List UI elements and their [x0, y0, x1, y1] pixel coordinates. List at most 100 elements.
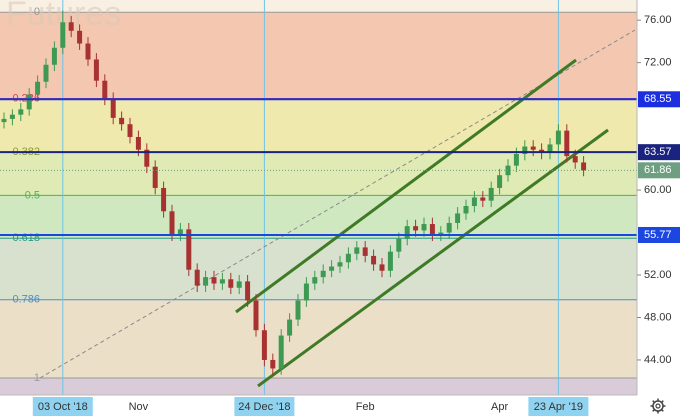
candle-body: [102, 80, 108, 99]
channel-lower: [257, 128, 609, 388]
candle-body: [438, 232, 444, 235]
date-marker-box: [528, 397, 589, 416]
candle-body: [581, 162, 587, 171]
settings-icon[interactable]: [650, 398, 666, 414]
candle-body: [564, 130, 570, 157]
candle-body: [51, 47, 57, 65]
candle-body: [429, 224, 435, 235]
candle-body: [329, 266, 335, 271]
candle-body: [236, 281, 242, 288]
price-level-label: 55.77: [644, 229, 672, 241]
x-tick-label: Feb: [356, 401, 375, 413]
x-tick-label: 23 Apr '19: [534, 401, 583, 413]
candle-body: [26, 94, 32, 110]
fib-zone: [0, 299, 637, 379]
candle-body: [320, 270, 326, 278]
candle-body: [497, 175, 503, 188]
date-marker-box: [234, 397, 295, 416]
fib-zone: [0, 195, 637, 239]
candle-body: [152, 166, 158, 188]
candle-body: [278, 335, 284, 369]
candle-body: [547, 144, 553, 153]
candle-body: [43, 64, 49, 82]
channel-upper: [235, 58, 577, 314]
candle-body: [35, 81, 41, 95]
candle-body: [228, 279, 234, 288]
candle-body: [219, 279, 225, 284]
candle-body: [488, 187, 494, 201]
candle-body: [144, 149, 150, 167]
candle-body: [161, 187, 167, 212]
y-tick-label: 48.00: [644, 311, 672, 323]
candle-body: [513, 153, 519, 166]
date-marker-box: [32, 397, 93, 416]
candle-body: [127, 124, 133, 137]
candle-body: [413, 226, 419, 231]
candle-body: [362, 247, 368, 256]
price-level-label: 63.57: [644, 146, 672, 158]
candle-body: [387, 251, 393, 271]
price-level-box: [638, 144, 680, 161]
y-tick-label: 44.00: [644, 354, 672, 366]
candle-body: [396, 238, 402, 252]
candle-body: [110, 98, 116, 118]
last-price-box: [638, 162, 680, 179]
candle-body: [463, 205, 469, 214]
candle-body: [522, 146, 528, 154]
candle-body: [270, 359, 276, 369]
candle-body: [312, 277, 318, 284]
candle-body: [135, 136, 141, 150]
price-level-box: [638, 91, 680, 108]
x-tick-label: Apr: [491, 401, 508, 413]
candle-body: [93, 59, 99, 81]
candle-body: [295, 300, 301, 320]
candle-body: [194, 269, 200, 286]
candle-body: [421, 224, 427, 231]
candle-body: [186, 229, 192, 270]
candle-body: [446, 222, 452, 233]
candle-body: [68, 22, 74, 31]
price-level-box: [638, 226, 680, 243]
candle-body: [345, 253, 351, 263]
candle-body: [9, 114, 15, 119]
candle-body: [60, 22, 66, 48]
candle-body: [119, 117, 125, 125]
y-tick-label: 72.00: [644, 57, 672, 69]
price-level-label: 68.55: [644, 93, 672, 105]
candle-body: [455, 213, 461, 223]
candle-body: [253, 300, 259, 331]
candle-body: [85, 43, 91, 60]
fib-zone: [0, 238, 637, 300]
x-tick-label: 03 Oct '18: [38, 401, 88, 413]
candle-body: [287, 319, 293, 336]
candle-body: [354, 247, 360, 254]
fib-label: 1: [34, 372, 40, 384]
candle-body: [379, 264, 385, 271]
price-axis: [637, 0, 680, 395]
candle-body: [245, 281, 251, 301]
y-tick-label: 52.00: [644, 269, 672, 281]
candle-body: [371, 255, 377, 265]
x-tick-label: 24 Dec '18: [238, 401, 290, 413]
candle-body: [261, 330, 267, 360]
candle-body: [572, 156, 578, 163]
candle-body: [404, 226, 410, 239]
fib-label: 0: [34, 6, 40, 18]
candle-body: [471, 197, 477, 206]
candle-body: [211, 277, 217, 284]
y-tick-label: 76.00: [644, 14, 672, 26]
x-tick-label: Nov: [129, 401, 149, 413]
fib-zone: [0, 98, 637, 152]
candle-body: [337, 262, 343, 267]
candle-body: [1, 118, 7, 123]
last-price-label: 61.86: [644, 164, 672, 176]
candle-body: [303, 283, 309, 301]
fib-zone: [0, 378, 637, 395]
y-tick-label: 60.00: [644, 184, 672, 196]
candle-body: [18, 109, 24, 115]
fib-label: 0.786: [12, 294, 40, 306]
candle-body: [203, 277, 209, 286]
candle-body: [480, 197, 486, 201]
fib-label: 0.5: [25, 189, 40, 201]
